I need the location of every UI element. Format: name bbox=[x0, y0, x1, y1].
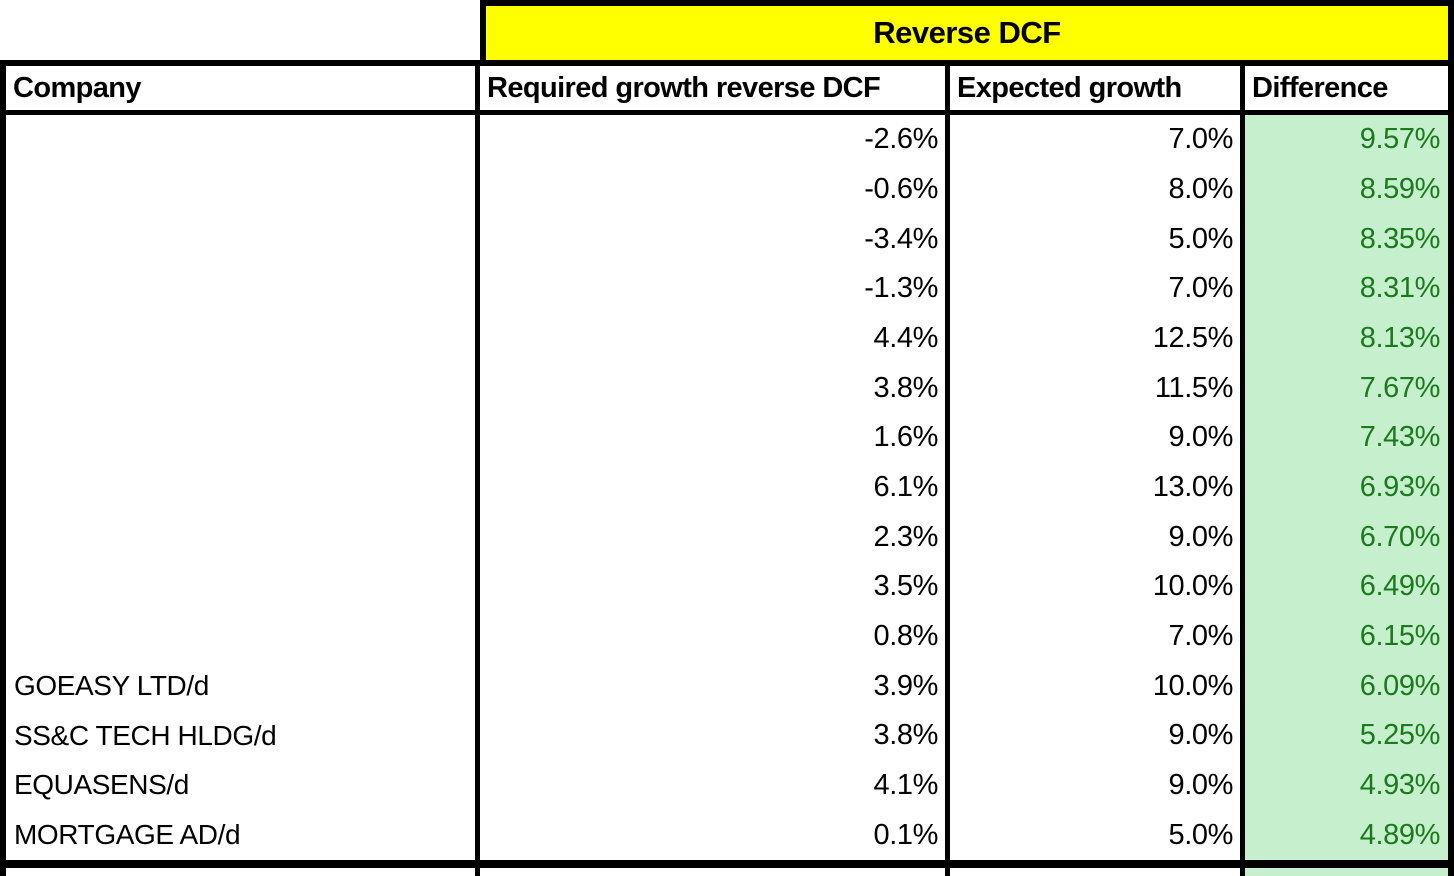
company-cell[interactable] bbox=[6, 214, 480, 264]
partial-company-cell[interactable] bbox=[6, 868, 480, 876]
difference-cell[interactable]: 4.89% bbox=[1245, 810, 1448, 860]
expected-growth-cell[interactable]: 5.0% bbox=[950, 214, 1245, 264]
expected-growth-cell[interactable]: 9.0% bbox=[950, 760, 1245, 811]
expected-growth-cell[interactable]: 11.5% bbox=[950, 363, 1245, 413]
expected-growth-cell[interactable]: 8.0% bbox=[950, 164, 1245, 215]
expected-growth-cell[interactable]: 9.0% bbox=[950, 711, 1245, 761]
difference-cell[interactable]: 9.57% bbox=[1245, 115, 1448, 165]
column-header-company[interactable]: Company bbox=[6, 66, 480, 110]
expected-growth-cell[interactable]: 9.0% bbox=[950, 512, 1245, 562]
expected-growth-cell[interactable]: 5.0% bbox=[950, 810, 1245, 860]
expected-growth-cell[interactable]: 7.0% bbox=[950, 611, 1245, 662]
company-cell[interactable] bbox=[6, 462, 480, 513]
required-growth-cell[interactable]: -3.4% bbox=[480, 214, 950, 264]
partial-required-growth-cell[interactable] bbox=[480, 868, 950, 876]
next-row-partial bbox=[0, 868, 1454, 876]
required-growth-cell[interactable]: 4.4% bbox=[480, 313, 950, 364]
expected-growth-cell[interactable]: 7.0% bbox=[950, 264, 1245, 314]
required-growth-cell[interactable]: 3.9% bbox=[480, 661, 950, 711]
company-cell[interactable] bbox=[6, 562, 480, 612]
required-growth-cell[interactable]: 3.8% bbox=[480, 363, 950, 413]
company-cell[interactable] bbox=[6, 363, 480, 413]
difference-cell[interactable]: 5.25% bbox=[1245, 711, 1448, 761]
table-header-row: Company Required growth reverse DCF Expe… bbox=[0, 60, 1454, 115]
company-cell[interactable] bbox=[6, 313, 480, 364]
company-cell[interactable]: EQUASENS/d bbox=[6, 760, 480, 811]
company-cell[interactable] bbox=[6, 115, 480, 165]
company-cell[interactable]: GOEASY LTD/d bbox=[6, 661, 480, 711]
column-header-required-growth[interactable]: Required growth reverse DCF bbox=[480, 66, 950, 110]
company-cell[interactable]: SS&C TECH HLDG/d bbox=[6, 711, 480, 761]
difference-cell[interactable]: 6.09% bbox=[1245, 661, 1448, 711]
required-growth-cell[interactable]: 2.3% bbox=[480, 512, 950, 562]
difference-cell[interactable]: 7.67% bbox=[1245, 363, 1448, 413]
required-growth-cell[interactable]: 1.6% bbox=[480, 413, 950, 463]
required-growth-cell[interactable]: -1.3% bbox=[480, 264, 950, 314]
expected-growth-cell[interactable]: 12.5% bbox=[950, 313, 1245, 364]
column-header-difference[interactable]: Difference bbox=[1252, 71, 1388, 104]
company-cell[interactable] bbox=[6, 413, 480, 463]
company-cell[interactable] bbox=[6, 164, 480, 215]
difference-cell[interactable]: 6.15% bbox=[1245, 611, 1448, 662]
required-growth-cell[interactable]: 3.5% bbox=[480, 562, 950, 612]
difference-cell[interactable]: 8.59% bbox=[1245, 164, 1448, 215]
required-growth-cell[interactable]: 0.8% bbox=[480, 611, 950, 662]
difference-cell[interactable]: 8.35% bbox=[1245, 214, 1448, 264]
difference-cell[interactable]: 6.93% bbox=[1245, 462, 1448, 513]
expected-growth-cell[interactable]: 9.0% bbox=[950, 413, 1245, 463]
required-growth-cell[interactable]: 0.1% bbox=[480, 810, 950, 860]
difference-cell[interactable]: 8.31% bbox=[1245, 264, 1448, 314]
company-cell[interactable]: MORTGAGE AD/d bbox=[6, 810, 480, 860]
required-growth-cell[interactable]: -2.6% bbox=[480, 115, 950, 165]
expected-growth-cell[interactable]: 13.0% bbox=[950, 462, 1245, 513]
company-cell[interactable] bbox=[6, 264, 480, 314]
partial-expected-growth-cell[interactable] bbox=[950, 868, 1245, 876]
difference-cell[interactable]: 7.43% bbox=[1245, 413, 1448, 463]
difference-cell[interactable]: 6.49% bbox=[1245, 562, 1448, 612]
expected-growth-cell[interactable]: 10.0% bbox=[950, 661, 1245, 711]
required-growth-cell[interactable]: 6.1% bbox=[480, 462, 950, 513]
company-cell[interactable] bbox=[6, 512, 480, 562]
column-header-expected-growth[interactable]: Expected growth bbox=[950, 66, 1245, 110]
merged-banner-cell[interactable]: Reverse DCF bbox=[480, 0, 1454, 66]
company-cell[interactable] bbox=[6, 611, 480, 662]
expected-growth-cell[interactable]: 10.0% bbox=[950, 562, 1245, 612]
partial-difference-cell[interactable] bbox=[1245, 868, 1448, 876]
difference-cell[interactable]: 8.13% bbox=[1245, 313, 1448, 364]
expected-growth-cell[interactable]: 7.0% bbox=[950, 115, 1245, 165]
required-growth-cell[interactable]: 3.8% bbox=[480, 711, 950, 761]
required-growth-cell[interactable]: 4.1% bbox=[480, 760, 950, 811]
table-body: -2.6% 7.0% 9.57% -0.6% 8.0% 8.59% -3.4% 5.0% 8.3… bbox=[0, 115, 1454, 868]
required-growth-cell[interactable]: -0.6% bbox=[480, 164, 950, 215]
difference-cell[interactable]: 4.93% bbox=[1245, 760, 1448, 811]
banner-title: Reverse DCF bbox=[873, 15, 1061, 50]
difference-cell[interactable]: 6.70% bbox=[1245, 512, 1448, 562]
